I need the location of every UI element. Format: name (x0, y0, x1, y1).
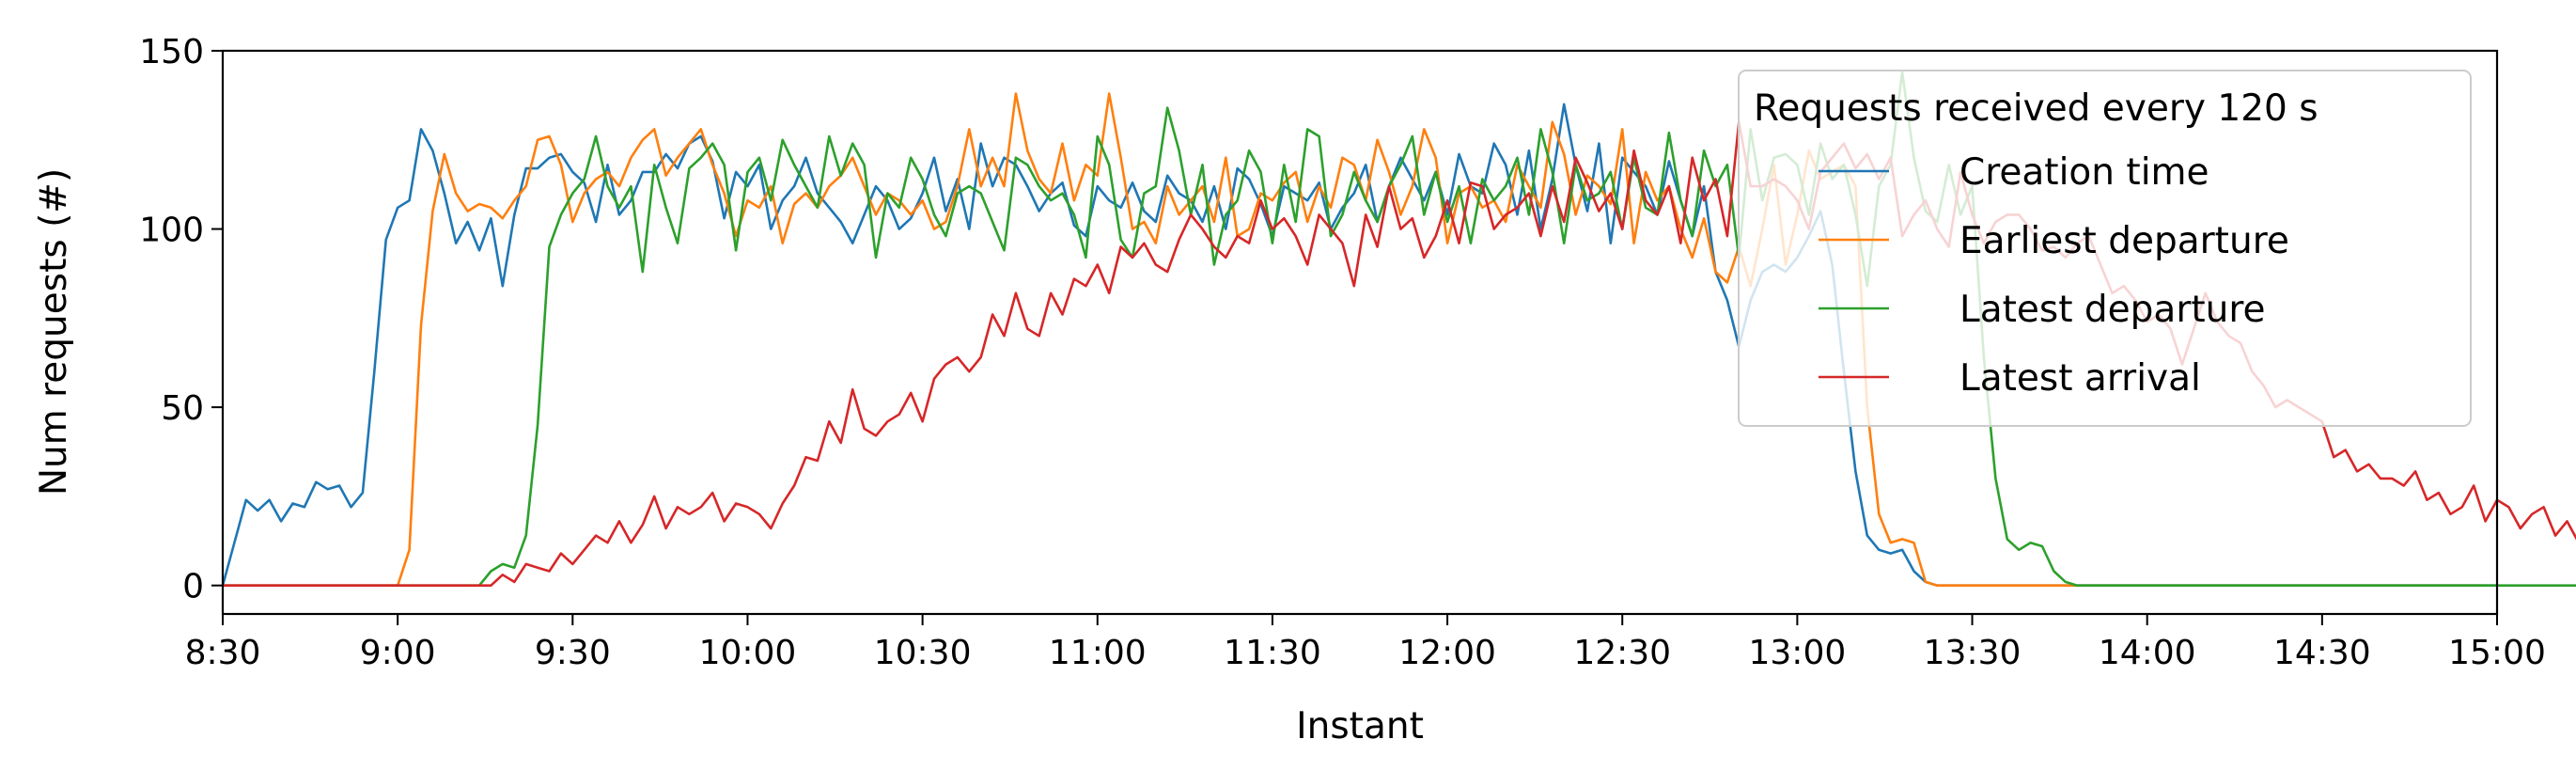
x-tick-label: 10:00 (699, 634, 797, 672)
x-tick-label: 13:30 (1924, 634, 2022, 672)
x-tick-label: 13:00 (1749, 634, 1847, 672)
series-group (221, 71, 2576, 588)
legend-label-1: Creation time (1959, 151, 2209, 194)
y-tick-label: 0 (182, 568, 204, 606)
legend-box (1738, 70, 2472, 427)
x-tick-label: 10:30 (874, 634, 972, 672)
x-axis-label: Instant (1296, 705, 1424, 747)
x-tick-label: 15:00 (2448, 634, 2546, 672)
legend: Requests received every 120 s Creation t… (1738, 70, 2472, 427)
x-tick-label: 12:00 (1398, 634, 1496, 672)
plot-frame (221, 49, 2499, 616)
y-tick-label: 100 (139, 212, 204, 250)
x-tick-label: 11:30 (1224, 634, 1321, 672)
legend-label-3: Latest departure (1959, 289, 2266, 331)
x-tick-label: 8:30 (185, 634, 261, 672)
x-tick-label: 12:30 (1573, 634, 1671, 672)
series-line-3 (221, 71, 2576, 588)
legend-label-2: Earliest departure (1959, 220, 2289, 262)
x-tick-label: 14:00 (2099, 634, 2196, 672)
x-tick-label: 14:30 (2273, 634, 2371, 672)
y-axis: 0 50 100 150 (139, 33, 223, 606)
legend-label-4: Latest arrival (1959, 357, 2201, 400)
x-tick-label: 11:00 (1049, 634, 1147, 672)
series-line-4 (221, 120, 2576, 588)
x-tick-label: 9:00 (360, 634, 436, 672)
y-axis-label: Num requests (#) (33, 168, 75, 496)
x-axis: 8:30 9:00 9:30 10:00 10:30 11:00 11:30 12:00 12:… (185, 614, 2546, 672)
y-tick-label: 150 (139, 33, 204, 71)
legend-title: Requests received every 120 s (1754, 87, 2318, 130)
x-tick-label: 9:30 (535, 634, 611, 672)
y-tick-label: 50 (161, 389, 204, 428)
